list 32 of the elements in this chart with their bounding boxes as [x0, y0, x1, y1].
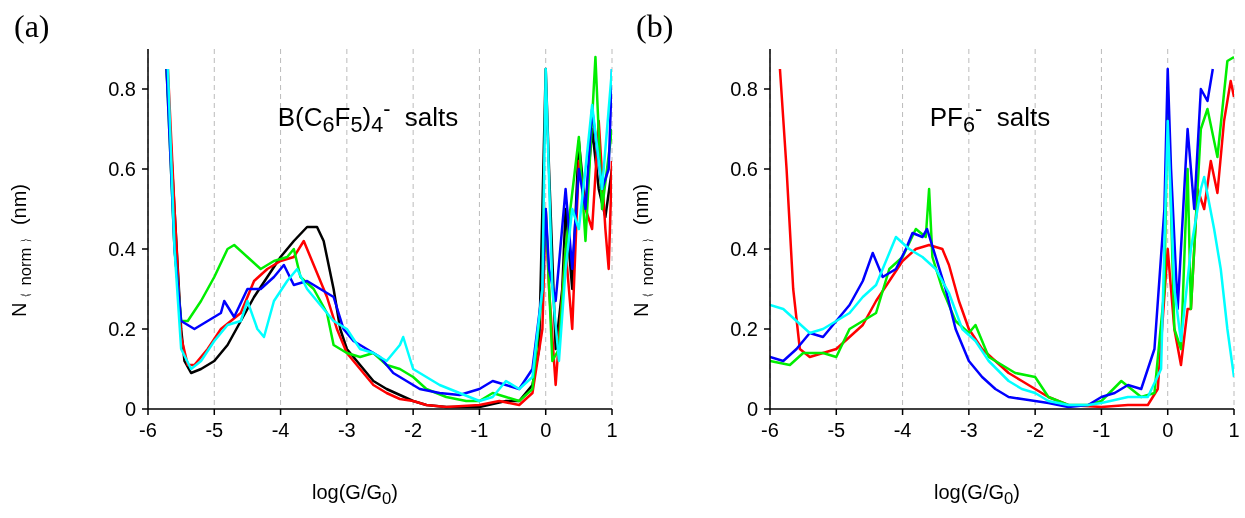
annotation: B(C$_{6}$F$_{5}$)$_{4}$$^{-}$ salts — [276, 96, 460, 138]
x-tick-label: -6 — [761, 419, 779, 442]
x-tick-label: 1 — [606, 419, 618, 442]
x-tick-label: -5 — [205, 419, 224, 442]
y-tick-label: 0.4 — [730, 238, 758, 261]
text: (b) — [636, 8, 674, 45]
y-tick-label: 0.6 — [108, 158, 136, 181]
x-tick-label: -2 — [404, 419, 423, 442]
x-tick-label: -4 — [893, 419, 912, 442]
x-tick-label: 1 — [1228, 419, 1240, 442]
y-tick-label: 0.6 — [730, 158, 758, 181]
x-tick-label: -6 — [139, 419, 157, 442]
x-tick-label: 0 — [540, 419, 552, 442]
x-tick-label: -2 — [1026, 419, 1045, 442]
y-tick-label: 0.8 — [108, 78, 136, 101]
y-tick-label: 0 — [124, 398, 136, 421]
x-tick-label: -3 — [959, 419, 978, 442]
y-tick-label: 0.4 — [108, 238, 136, 261]
y-tick-label: 0.2 — [730, 318, 758, 341]
y-tick-label: 0 — [746, 398, 758, 421]
text: (a) — [14, 8, 50, 45]
x-tick-label: -5 — [827, 419, 846, 442]
x-axis-title: log(G/G$_{0}$) — [311, 481, 399, 509]
x-tick-label: -1 — [470, 419, 489, 442]
x-tick-label: -4 — [271, 419, 290, 442]
annotation: PF$_{6}$$^{-}$ salts — [928, 96, 1052, 138]
y-tick-label: 0.8 — [730, 78, 758, 101]
y-tick-label: 0.2 — [108, 318, 136, 341]
x-tick-label: -1 — [1092, 419, 1111, 442]
x-axis-title: log(G/G$_{0}$) — [933, 481, 1021, 509]
x-tick-label: 0 — [1162, 419, 1174, 442]
x-tick-label: -3 — [337, 419, 356, 442]
